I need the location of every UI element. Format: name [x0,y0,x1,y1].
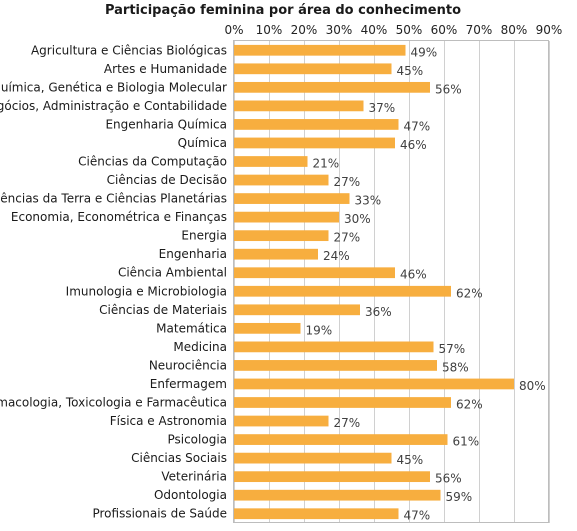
data-label: 36% [365,305,392,319]
chart-title: Participação feminina por área do conhec… [105,3,461,18]
data-labels: 49% 45% 56% 37% 47% 46% 21% 27% 33% 30% 27% 24% 46% 6… [306,45,546,522]
data-label: 59% [446,490,473,504]
data-label: 47% [404,509,431,523]
category-label: Enfermagem [150,377,227,391]
category-label: Bioquímica, Genética e Biologia Molecula… [0,80,227,94]
x-tick-label: 90% [536,23,563,37]
bar [234,230,329,242]
category-label: Veterinária [161,470,227,484]
bar [234,285,451,297]
bar [234,304,360,316]
data-label: 27% [334,231,361,245]
data-label: 62% [456,398,483,412]
x-tick-label: 0% [224,23,243,37]
bar [234,489,441,501]
data-label: 56% [435,472,462,486]
bar [234,341,434,353]
x-tick-label: 80% [501,23,528,37]
category-label: Imunologia e Microbiologia [66,284,227,298]
data-label: 37% [369,101,396,115]
category-label: Ciências Sociais [131,451,227,465]
data-label: 45% [397,453,424,467]
data-label: 47% [404,119,431,133]
bar [234,471,430,483]
bar [234,137,395,149]
data-label: 57% [439,342,466,356]
data-label: 24% [323,249,350,263]
bar [234,248,318,260]
bar [234,415,329,427]
bar [234,360,437,371]
bar [234,322,301,334]
data-label: 58% [442,360,469,374]
category-label: Neurociência [149,358,227,372]
category-label: Energia [181,229,227,243]
data-label: 49% [411,45,438,59]
category-label: Psicologia [167,433,227,447]
bar [234,174,329,186]
category-label: Artes e Humanidade [104,62,227,76]
data-label: 21% [313,157,340,171]
data-label: 30% [344,212,371,226]
x-tick-label: 60% [431,23,458,37]
bar [234,434,448,445]
data-label: 62% [456,286,483,300]
data-label: 27% [334,175,361,189]
bar [234,267,395,279]
category-label: Ciências de Decisão [107,173,227,187]
data-label: 46% [400,138,427,152]
category-label: Química [178,136,227,150]
category-label: Medicina [173,340,227,354]
category-labels: Agricultura e Ciências Biológicas Artes e… [0,43,227,520]
category-label: Profissionais de Saúde [92,507,227,521]
x-tick-label: 50% [396,23,423,37]
x-axis-ticks: 0% 10% 20% 30% 40% 50% 60% 70% 80% 90% [224,23,562,37]
plot-area-frame [233,40,549,523]
bar [234,81,430,93]
category-label: Engenharia [159,247,227,261]
x-tick-label: 20% [291,23,318,37]
bar [234,397,451,408]
category-label: Odontologia [154,488,227,502]
bar [234,44,406,56]
category-label: Física e Astronomia [110,414,227,428]
data-label: 61% [453,435,480,449]
data-label: 33% [355,194,382,208]
bar [234,211,339,223]
category-label: Ciências de Materiais [99,303,227,317]
bar [234,100,364,112]
bar [234,63,392,75]
x-tick-label: 10% [256,23,283,37]
category-label: Economia, Econométrica e Finanças [11,210,227,224]
category-label: Negócios, Administração e Contabilidade [0,99,227,113]
bars [234,44,514,520]
x-tick-label: 40% [361,23,388,37]
bar [234,119,399,130]
category-label: Ciência Ambiental [118,266,227,280]
category-label: Matemática [156,321,227,335]
data-label: 56% [435,82,462,96]
bar [234,452,392,464]
data-label: 46% [400,268,427,282]
bar [234,508,399,520]
category-label: Ciências da Terra e Ciências Planetárias [0,192,227,206]
data-label: 45% [397,64,424,78]
category-label: Agricultura e Ciências Biológicas [31,43,227,57]
bar [234,378,514,390]
bar [234,156,308,167]
x-tick-label: 30% [326,23,353,37]
data-label: 19% [306,323,333,337]
category-label: Engenharia Química [105,117,227,131]
data-label: 80% [519,379,546,393]
category-label: Farmacologia, Toxicologia e Farmacêutica [0,396,227,410]
x-tick-label: 70% [466,23,493,37]
bar [234,193,350,204]
data-label: 27% [334,416,361,430]
category-label: Ciências da Computação [78,155,227,169]
